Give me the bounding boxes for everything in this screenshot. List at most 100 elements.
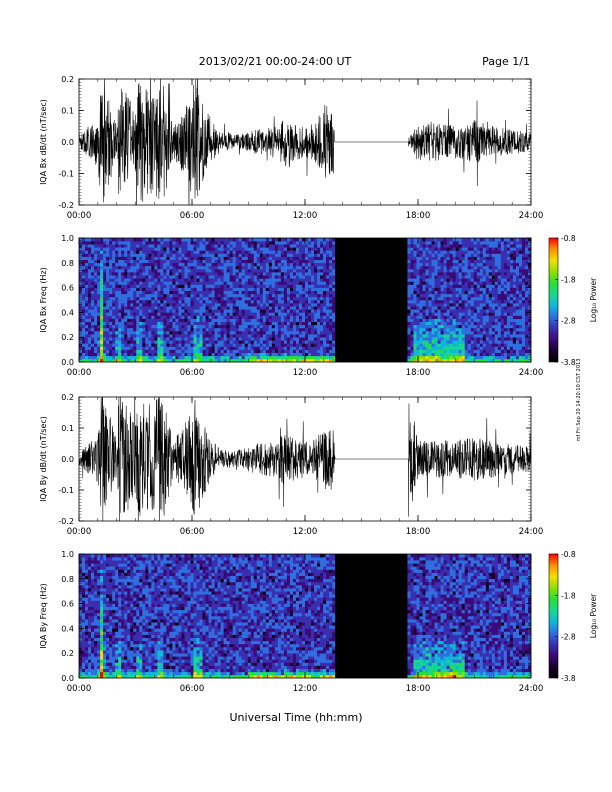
spectrogram-cell — [229, 281, 233, 285]
spectrogram-cell — [395, 293, 399, 298]
spectrogram-cell — [410, 250, 414, 254]
spectrogram-cell — [314, 247, 318, 251]
spectrogram-cell — [434, 259, 438, 264]
spectrogram-cell — [118, 324, 122, 329]
spectrogram-cell — [344, 247, 348, 251]
spectrogram-cell — [250, 269, 255, 273]
spectrogram-cell — [350, 334, 354, 338]
spectrogram-cell — [295, 309, 300, 313]
spectrogram-cell — [271, 349, 276, 353]
spectrogram-cell — [109, 278, 113, 282]
spectrogram-cell — [308, 290, 312, 295]
spectrogram-cell — [163, 293, 167, 298]
spectrogram-cell — [341, 265, 345, 270]
spectrogram-cell — [317, 244, 321, 248]
spectrogram-cell — [326, 321, 330, 326]
spectrogram-cell — [226, 355, 230, 360]
spectrogram-cell — [271, 346, 276, 350]
spectrogram-cell — [187, 281, 191, 285]
spectrogram-cell — [413, 327, 417, 332]
spectrogram-cell — [344, 238, 348, 242]
spectrogram-cell — [202, 278, 206, 282]
spectrogram-cell — [265, 331, 270, 335]
spectrogram-cell — [416, 321, 420, 326]
spectrogram-cell — [398, 318, 402, 322]
spectrogram-cell — [169, 315, 173, 319]
spectrogram-cell — [413, 346, 417, 350]
spectrogram-cell — [196, 287, 200, 291]
spectrogram-cell — [271, 340, 276, 344]
spectrogram-cell — [130, 253, 134, 257]
spectrogram-cell — [422, 355, 426, 360]
spectrogram-cell — [193, 256, 197, 260]
spectrogram-cell — [256, 250, 261, 254]
spectrogram-cell — [377, 303, 381, 307]
spectrogram-cell — [383, 331, 387, 335]
spectrogram-cell — [431, 247, 435, 251]
spectrogram-cell — [383, 253, 387, 257]
spectrogram-cell — [365, 315, 369, 319]
spectrogram-cell — [88, 303, 92, 307]
spectrogram-cell — [97, 321, 101, 326]
spectrogram-cell — [389, 296, 393, 301]
spectrogram-cell — [94, 244, 98, 248]
spectrogram-cell — [199, 327, 203, 332]
spectrogram-cell — [356, 262, 360, 267]
spectrogram-cell — [151, 318, 155, 322]
spectrogram-cell — [271, 256, 276, 260]
spectrogram-cell — [368, 300, 372, 304]
spectrogram-cell — [139, 253, 143, 257]
spectrogram-cell — [335, 358, 339, 363]
spectrogram-cell — [82, 312, 86, 316]
spectrogram-cell — [308, 296, 312, 301]
spectrogram-cell — [422, 241, 426, 245]
spectrogram-cell — [100, 321, 104, 326]
spectrogram-cell — [253, 352, 258, 357]
spectrogram-cell — [223, 281, 227, 285]
spectrogram-cell — [298, 358, 303, 363]
spectrogram-cell — [163, 278, 167, 282]
spectrogram-cell — [118, 296, 122, 301]
spectrogram-cell — [196, 321, 200, 326]
spectrogram-cell — [115, 349, 119, 353]
spectrogram-cell — [172, 241, 176, 245]
spectrogram-cell — [335, 238, 339, 242]
spectrogram-cell — [362, 281, 366, 285]
spectrogram-cell — [341, 278, 345, 282]
spectrogram-cell — [365, 303, 369, 307]
spectrogram-cell — [166, 293, 170, 298]
spectrogram-cell — [407, 306, 411, 310]
spectrogram-cell — [265, 352, 270, 357]
spectrogram-cell — [347, 269, 351, 273]
spectrogram-cell — [283, 340, 288, 344]
spectrogram-cell — [190, 340, 194, 344]
spectrogram-cell — [133, 343, 137, 347]
spectrogram-cell — [338, 358, 342, 363]
spectrogram-cell — [115, 303, 119, 307]
spectrogram-cell — [241, 253, 246, 257]
spectrogram-cell — [392, 318, 396, 322]
spectrogram-cell — [118, 331, 122, 335]
spectrogram-cell — [172, 250, 176, 254]
spectrogram-cell — [410, 355, 414, 360]
spectrogram-cell — [377, 247, 381, 251]
spectrogram-cell — [214, 238, 218, 242]
spectrogram-cell — [193, 272, 197, 276]
spectrogram-cell — [374, 312, 378, 316]
spectrogram-cell — [178, 303, 182, 307]
spectrogram-cell — [214, 315, 218, 319]
spectrogram-cell — [190, 315, 194, 319]
spectrogram-cell — [82, 337, 86, 341]
spectrogram-cell — [130, 269, 134, 273]
spectrogram-cell — [169, 331, 173, 335]
spectrogram-cell — [136, 352, 140, 357]
spectrogram-cell — [395, 265, 399, 270]
spectrogram-cell — [286, 300, 291, 304]
spectrogram-cell — [286, 355, 291, 360]
spectrogram-cell — [148, 352, 152, 357]
spectrogram-cell — [274, 324, 279, 329]
spectrogram-cell — [347, 349, 351, 353]
spectrogram-cell — [97, 355, 101, 360]
spectrogram-cell — [250, 265, 255, 270]
spectrogram-cell — [148, 287, 152, 291]
